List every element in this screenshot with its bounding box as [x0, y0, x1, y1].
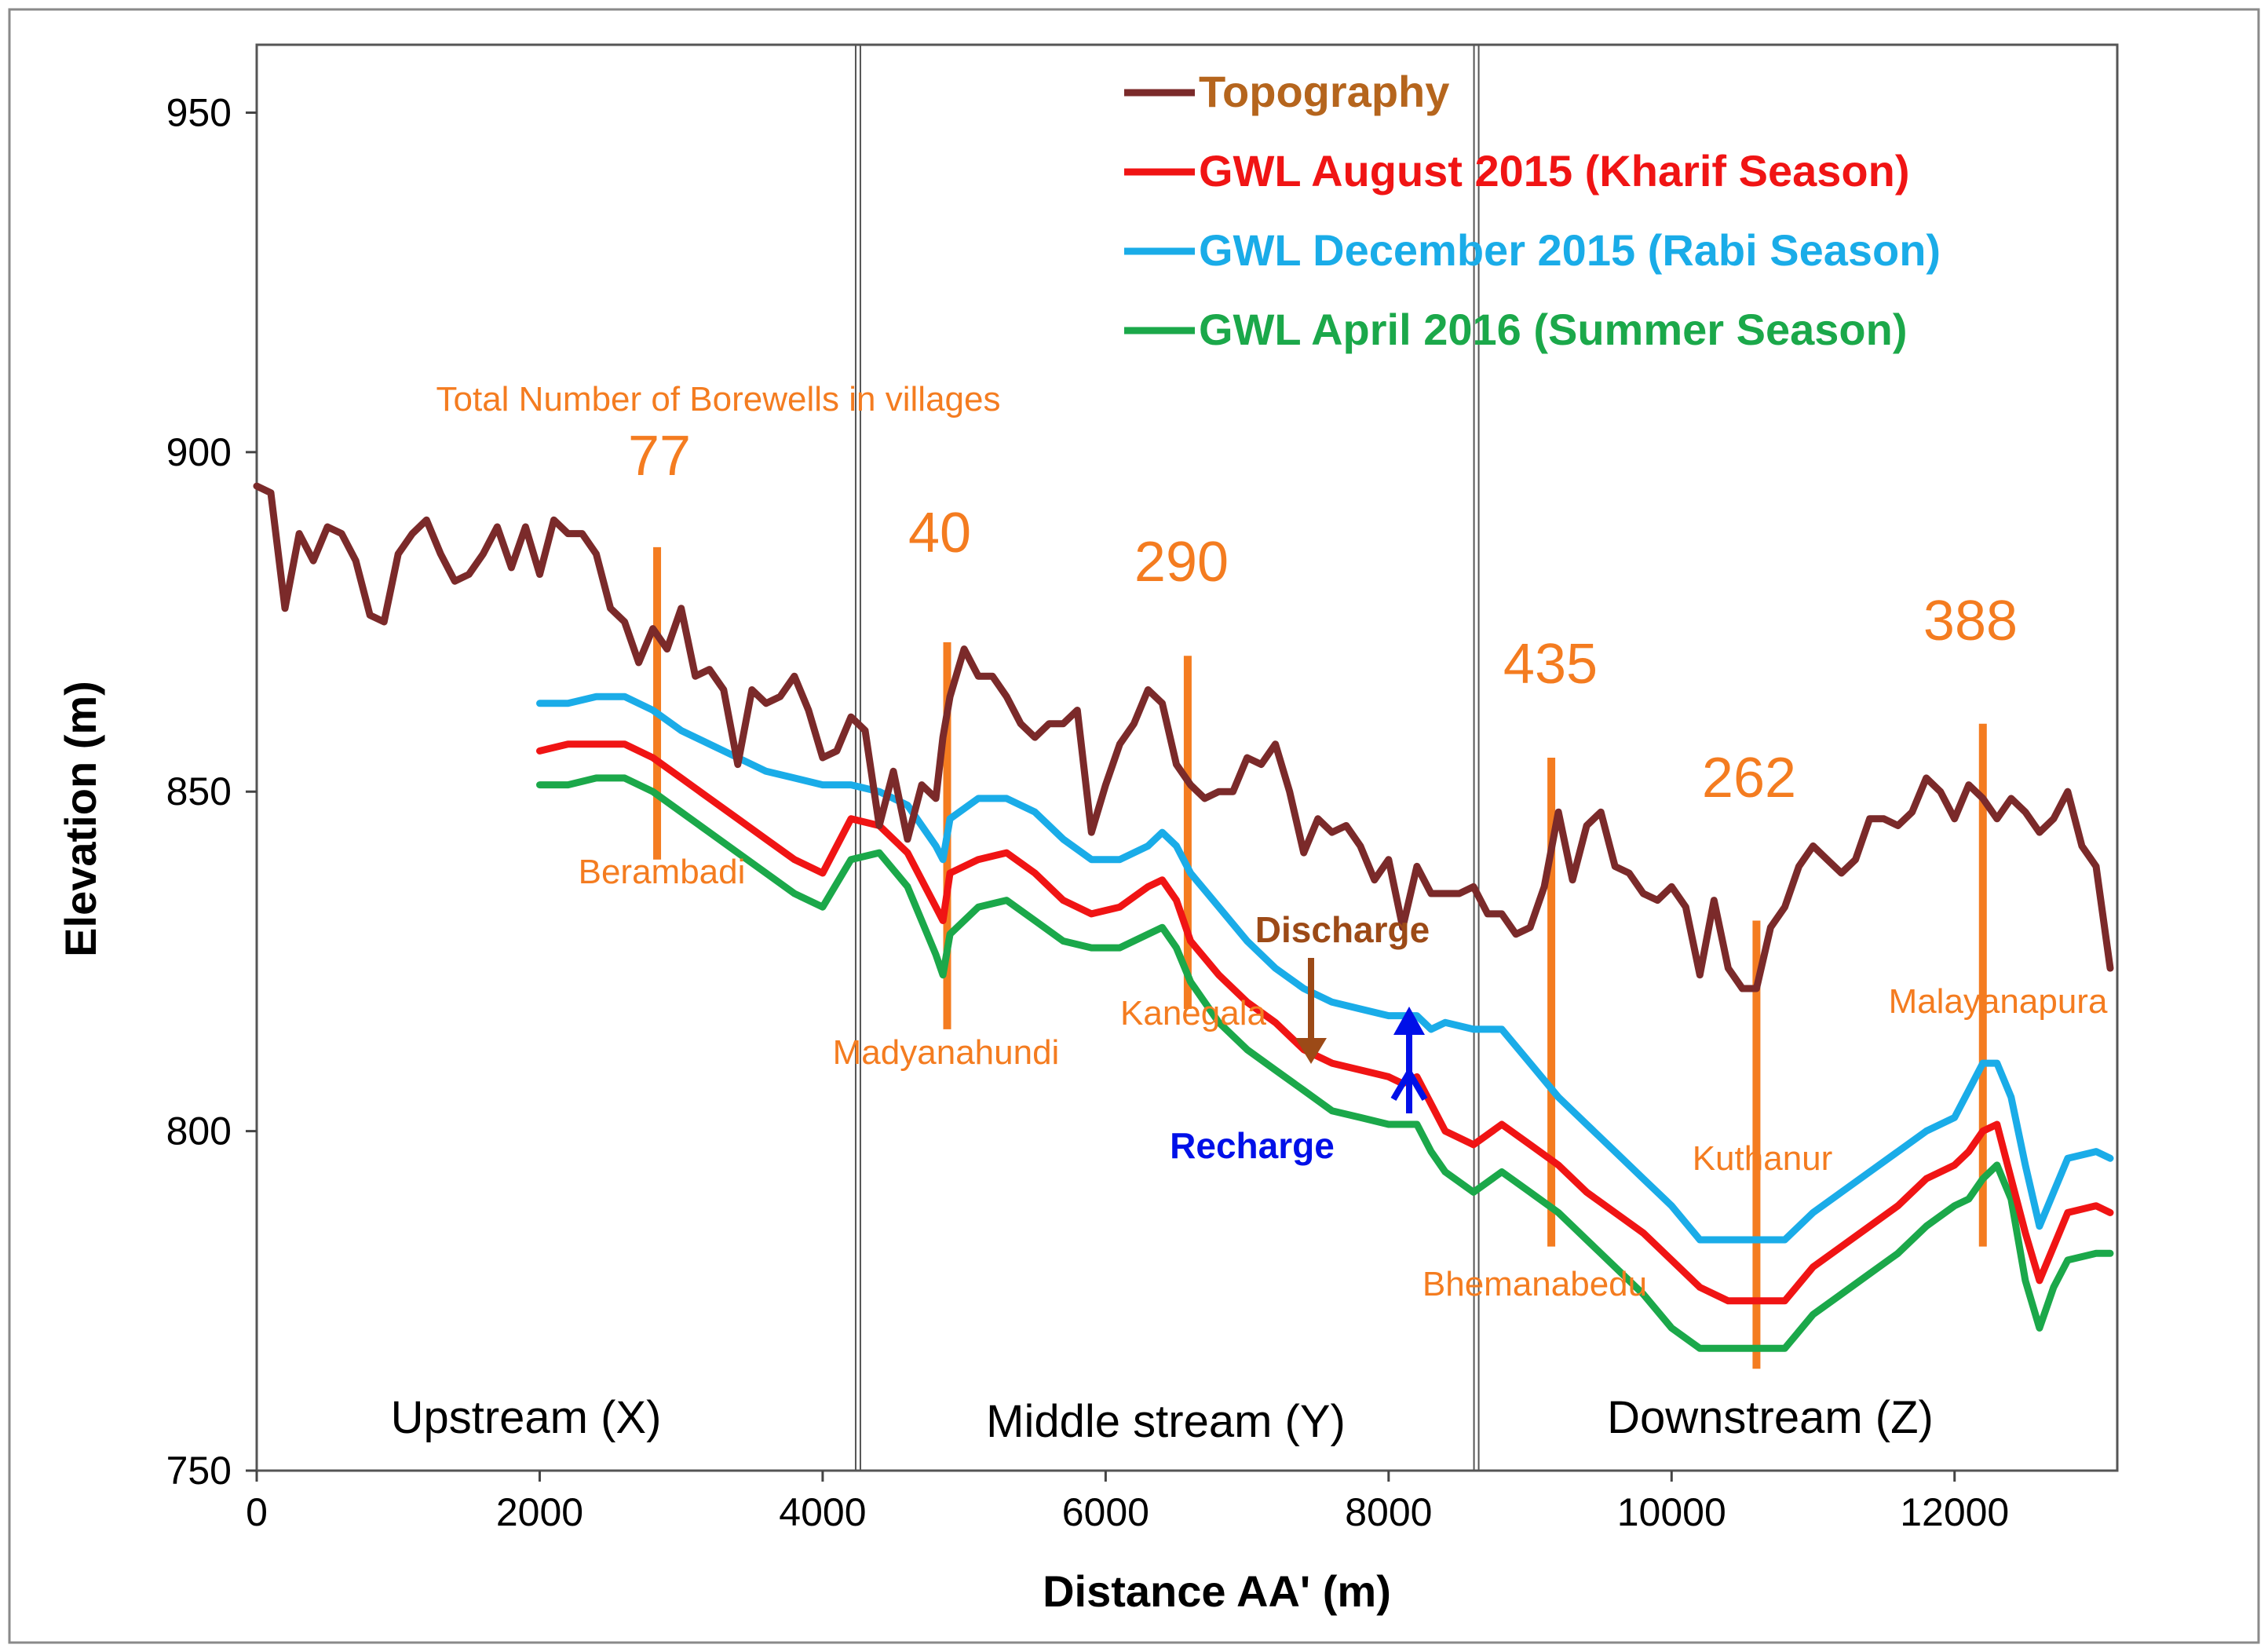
- village-label-kuthanur: Kuthanur: [1693, 1139, 1833, 1178]
- y-tick-label: 750: [166, 1449, 232, 1493]
- zone-label-downstream: Downstream (Z): [1607, 1392, 1934, 1443]
- figure-border: [8, 8, 2260, 1644]
- legend: Topography GWL August 2015 (Kharif Seaso…: [1124, 67, 1941, 354]
- zone-dividers: [854, 45, 1480, 1471]
- series-line-gwl-december-2015-rabi-season: [536, 693, 2114, 1244]
- x-tick-label: 10000: [1617, 1490, 1726, 1534]
- x-axis: 0 2000 4000 6000 8000 10000 12000: [246, 1471, 2009, 1534]
- legend-item-gwl-april-2016: GWL April 2016 (Summer Season): [1124, 305, 1907, 354]
- zone-label-middle-stream: Middle stream (Y): [986, 1396, 1346, 1447]
- plot-area: [255, 43, 2119, 1472]
- borewell-count-kuthanur: 262: [1702, 747, 1796, 810]
- x-tick-label: 12000: [1900, 1490, 2009, 1534]
- borewell-count-malayanapura: 388: [1923, 590, 2018, 652]
- x-tick-label: 4000: [779, 1490, 866, 1534]
- borewell-note: Total Number of Borewells in villages: [436, 380, 1001, 418]
- borewell-count-madyanahundi: 40: [908, 502, 971, 565]
- y-tick-label: 950: [166, 90, 232, 134]
- legend-label-gwl-december-2015: GWL December 2015 (Rabi Season): [1199, 225, 1941, 275]
- recharge-arrow: [1390, 1007, 1428, 1113]
- legend-label-gwl-august-2015: GWL August 2015 (Kharif Season): [1199, 146, 1910, 196]
- village-label-kanegala: Kanegala: [1120, 994, 1266, 1032]
- series-line-gwl-august-2015-kharif-season: [536, 740, 2114, 1305]
- legend-label-topography: Topography: [1199, 67, 1449, 116]
- borewell-count-berambadi: 77: [628, 425, 691, 488]
- legend-item-topography: Topography: [1124, 67, 1449, 116]
- y-axis: 750 800 850 900 950: [166, 90, 257, 1493]
- discharge-label: Discharge: [1255, 909, 1430, 950]
- series-line-topography: [253, 482, 2114, 992]
- y-tick-label: 800: [166, 1109, 232, 1153]
- y-tick-label: 850: [166, 769, 232, 813]
- legend-item-gwl-august-2015: GWL August 2015 (Kharif Season): [1124, 146, 1910, 196]
- x-axis-title: Distance AA' (m): [1043, 1566, 1391, 1616]
- village-label-berambadi: Berambadi: [579, 853, 746, 891]
- borewell-labels: 77 Berambadi 40 Madyanahundi 290 Kanegala 435 B…: [579, 425, 2108, 1303]
- series-line-gwl-april-2016-summer-season: [536, 774, 2114, 1352]
- x-tick-label: 6000: [1062, 1490, 1149, 1534]
- legend-label-gwl-april-2016: GWL April 2016 (Summer Season): [1199, 305, 1907, 354]
- series-lines: [253, 482, 2114, 1352]
- x-tick-label: 0: [246, 1490, 268, 1534]
- y-axis-title: Elevation (m): [56, 681, 105, 957]
- village-label-malayanapura: Malayanapura: [1889, 982, 2108, 1021]
- village-label-bhemanabedu: Bhemanabedu: [1423, 1265, 1647, 1303]
- borewell-count-kanegala: 290: [1134, 531, 1229, 594]
- y-tick-label: 900: [166, 430, 232, 474]
- recharge-label: Recharge: [1170, 1125, 1335, 1166]
- legend-item-gwl-december-2015: GWL December 2015 (Rabi Season): [1124, 225, 1941, 275]
- zone-label-upstream: Upstream (X): [391, 1392, 662, 1443]
- village-label-madyanahundi: Madyanahundi: [833, 1033, 1060, 1072]
- borewell-count-bhemanabedu: 435: [1503, 633, 1598, 696]
- x-tick-label: 2000: [496, 1490, 583, 1534]
- x-tick-label: 8000: [1345, 1490, 1432, 1534]
- discharge-arrow: [1295, 958, 1327, 1064]
